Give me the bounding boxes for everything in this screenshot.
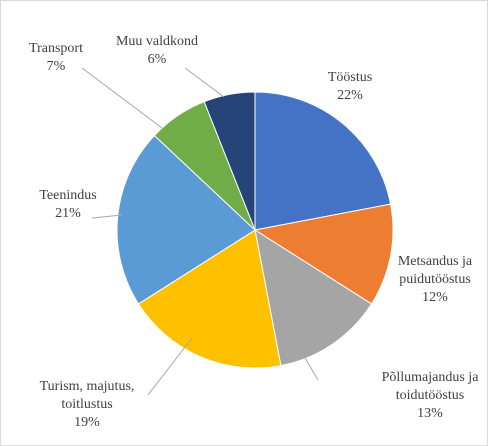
category-name: Põllumajandus ja toidutööstus bbox=[381, 370, 479, 403]
category-name: Transport bbox=[29, 41, 83, 56]
slice-label: Teenindus 21% bbox=[18, 187, 118, 223]
pie-slice bbox=[116, 134, 256, 305]
percent-label: 6% bbox=[147, 52, 167, 67]
leader-line bbox=[91, 214, 123, 219]
category-name: Tööstus bbox=[327, 70, 373, 85]
leader-line bbox=[147, 337, 193, 396]
percent-label: 13% bbox=[417, 406, 443, 421]
pie-slice bbox=[254, 91, 392, 231]
category-name: Teenindus bbox=[39, 188, 97, 203]
percent-label: 7% bbox=[46, 59, 66, 74]
leader-line bbox=[81, 67, 163, 129]
category-name: Metsandus ja puidutööstus bbox=[397, 254, 473, 287]
pie-slice bbox=[137, 229, 282, 369]
percent-label: 21% bbox=[55, 206, 81, 221]
category-name: Muu valdkond bbox=[115, 34, 199, 49]
slice-label: Turism, majutus, toitlustus 19% bbox=[22, 378, 152, 432]
slice-label: Muu valdkond 6% bbox=[97, 33, 217, 69]
slice-label: Metsandus ja puidutööstus 12% bbox=[380, 253, 488, 307]
percent-label: 22% bbox=[337, 88, 363, 103]
category-name: Turism, majutus, toitlustus bbox=[39, 379, 135, 412]
slice-label: Põllumajandus ja toidutööstus 13% bbox=[368, 369, 488, 423]
leader-line bbox=[184, 67, 225, 98]
pie-slice bbox=[253, 203, 394, 305]
pie-slice bbox=[254, 228, 373, 367]
slice-label: Tööstus 22% bbox=[290, 69, 410, 105]
slice-label: Transport 7% bbox=[0, 40, 116, 76]
percent-label: 19% bbox=[74, 415, 100, 430]
percent-label: 12% bbox=[422, 290, 448, 305]
pie-slice bbox=[203, 91, 256, 231]
leader-line bbox=[304, 357, 319, 381]
